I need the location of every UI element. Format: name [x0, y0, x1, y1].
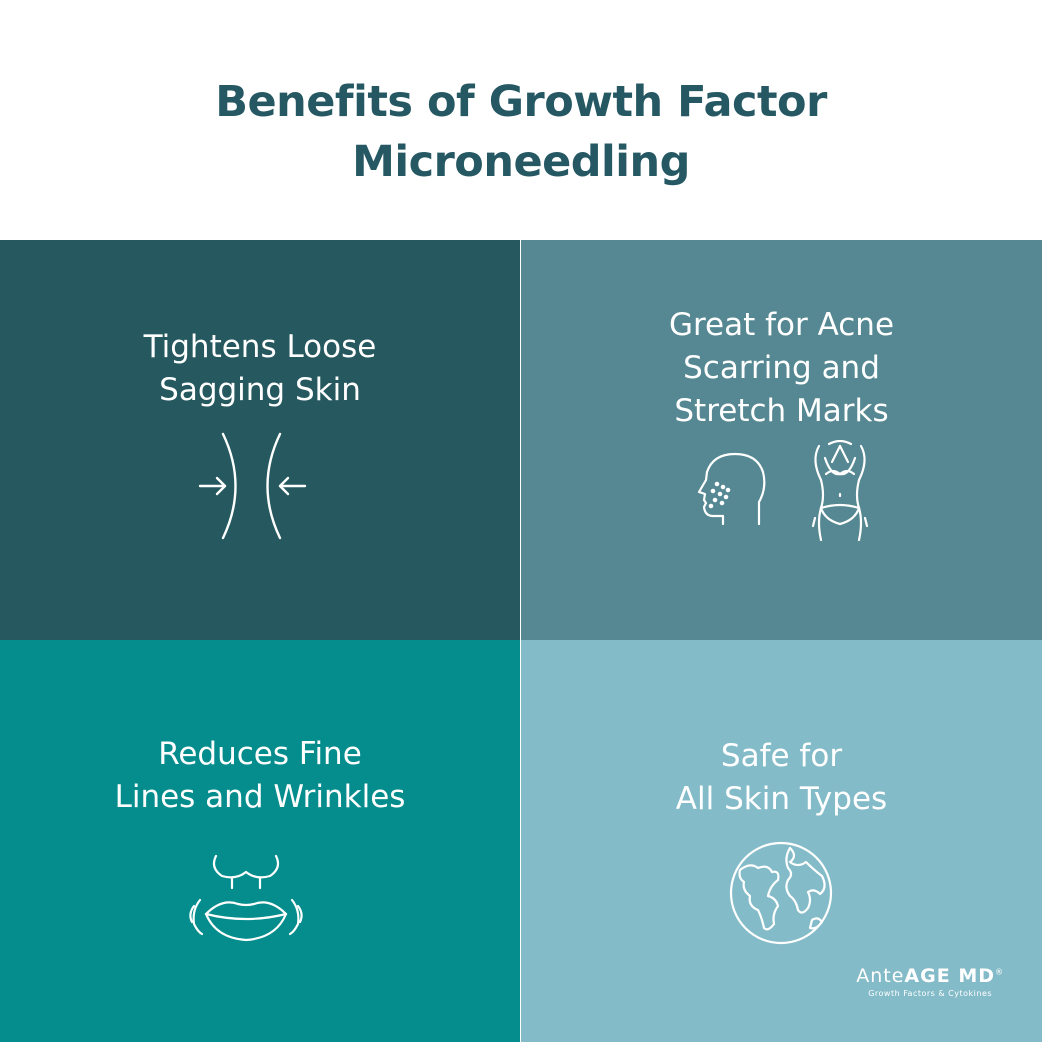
benefit-title: Safe for All Skin Types	[675, 738, 888, 817]
brand-tagline: Growth Factors & Cytokines	[868, 989, 993, 998]
benefits-grid: Tightens Loose Sagging Skin Great for Ac…	[0, 240, 1042, 1042]
page-title: Benefits of Growth Factor Microneedling	[0, 72, 1042, 192]
face-acne-icon	[697, 452, 766, 526]
benefit-tile-fine-lines: Reduces Fine Lines and Wrinkles	[0, 640, 520, 1042]
tighten-arrows-icon	[198, 432, 307, 540]
title-line-2: Microneedling	[352, 137, 690, 187]
globe-icon	[729, 841, 833, 945]
brand-logo: AnteAGE MD® Growth Factors & Cytokines	[856, 965, 1004, 998]
benefit-title: Tightens Loose Sagging Skin	[143, 329, 377, 408]
benefit-tile-safe: Safe for All Skin Types AnteAGE MD® Grow…	[521, 640, 1042, 1042]
title-line-1: Benefits of Growth Factor	[215, 77, 827, 127]
lips-outline-icon	[189, 854, 303, 942]
benefit-title: Reduces Fine Lines and Wrinkles	[114, 736, 406, 815]
brand-name: AnteAGE MD®	[856, 965, 1004, 987]
lips-icon	[180, 650, 310, 750]
body-silhouette-icon	[811, 440, 869, 542]
benefit-tile-acne: Great for Acne Scarring and Stretch Mark…	[521, 240, 1042, 640]
benefit-tile-tightens: Tightens Loose Sagging Skin	[0, 240, 520, 640]
benefit-title: Great for Acne Scarring and Stretch Mark…	[668, 307, 895, 429]
